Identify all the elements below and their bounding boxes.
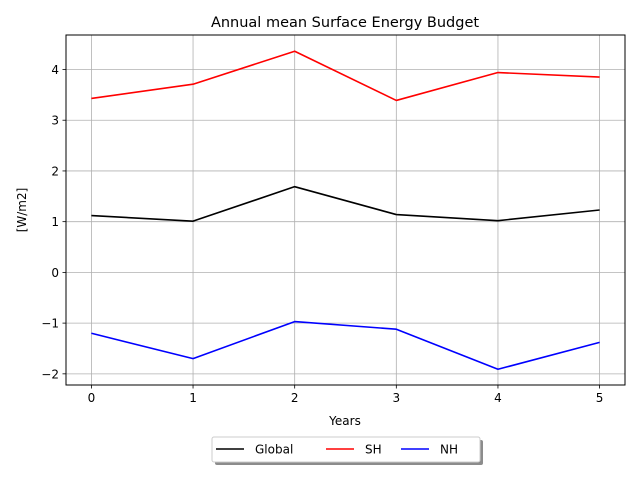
legend-label-global: Global <box>255 443 293 457</box>
legend-label-sh: SH <box>365 443 382 457</box>
x-tick-label: 3 <box>392 391 400 405</box>
x-tick-label: 0 <box>88 391 96 405</box>
series-lines <box>91 50 600 371</box>
y-tick-label: 2 <box>51 164 59 178</box>
series-line-global <box>91 185 600 222</box>
series-line-sh <box>91 50 600 102</box>
legend-label-nh: NH <box>440 443 458 457</box>
y-axis-label: [W/m2] <box>15 188 29 233</box>
x-axis-label: Years <box>328 414 361 428</box>
y-tick-label: 1 <box>51 215 59 229</box>
plot-frame <box>65 34 626 386</box>
chart-title: Annual mean Surface Energy Budget <box>211 15 479 31</box>
y-tick-label: 3 <box>51 114 59 128</box>
grid <box>66 35 625 385</box>
x-tick-label: 2 <box>291 391 299 405</box>
x-tick-label: 4 <box>494 391 502 405</box>
y-tick-label: −2 <box>41 367 59 381</box>
x-tick-label: 1 <box>189 391 197 405</box>
series-line-nh <box>91 320 600 371</box>
y-tick-label: −1 <box>41 317 59 331</box>
x-tick-label: 5 <box>596 391 604 405</box>
legend: Global SH NH <box>211 436 483 465</box>
axis-ticks: 0 1 2 3 4 5 −2 −1 0 1 2 3 4 <box>41 63 603 405</box>
y-tick-label: 0 <box>51 266 59 280</box>
y-tick-label: 4 <box>51 63 59 77</box>
